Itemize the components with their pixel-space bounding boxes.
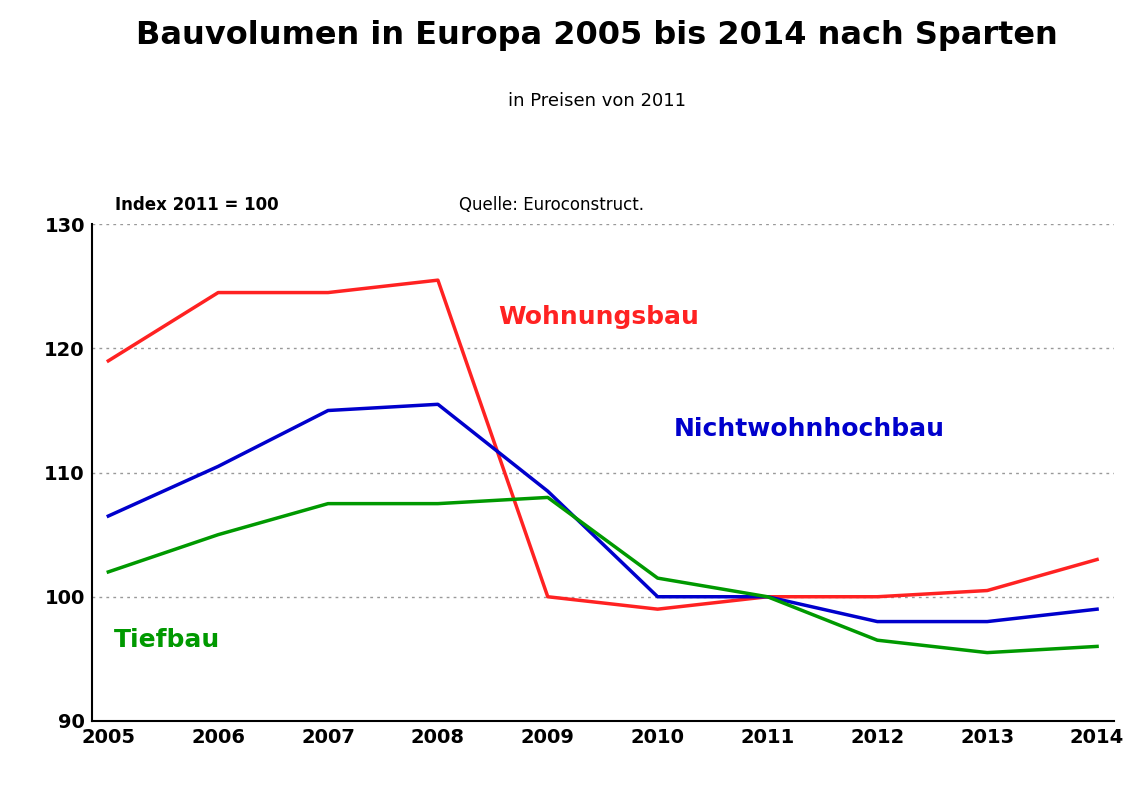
Text: Nichtwohnhochbau: Nichtwohnhochbau: [674, 417, 945, 441]
Text: Tiefbau: Tiefbau: [114, 628, 220, 652]
Text: Quelle: Euroconstruct.: Quelle: Euroconstruct.: [459, 196, 644, 214]
Text: Bauvolumen in Europa 2005 bis 2014 nach Sparten: Bauvolumen in Europa 2005 bis 2014 nach …: [137, 20, 1057, 51]
Text: Wohnungsbau: Wohnungsbau: [498, 305, 699, 329]
Text: in Preisen von 2011: in Preisen von 2011: [507, 92, 687, 110]
Text: Index 2011 = 100: Index 2011 = 100: [115, 196, 279, 214]
